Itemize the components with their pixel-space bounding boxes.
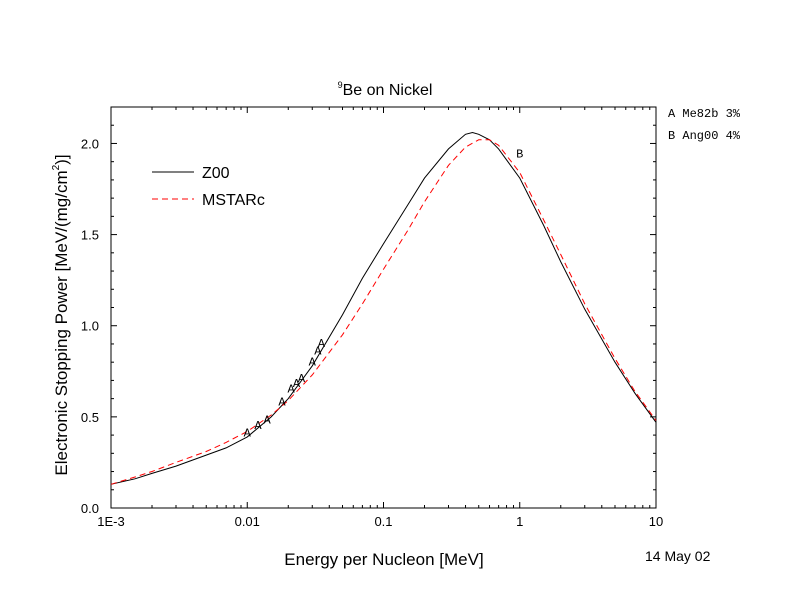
data-marker-a: A [244, 426, 252, 440]
legend-label-z00: Z00 [202, 165, 230, 182]
data-marker-b: B [516, 148, 523, 162]
y-axis-label-sup: 2 [51, 164, 62, 170]
x-tick-label: 0.01 [235, 514, 260, 529]
axis-ticks [110, 106, 657, 509]
reference-key-a: A Me82b 3% [668, 107, 741, 121]
data-marker-a: A [293, 377, 301, 391]
y-axis-label-pre: Electronic Stopping Power [MeV/(mg/cm [52, 170, 71, 475]
y-axis-label-post: )] [52, 154, 71, 164]
y-tick-labels: 0.0 0.5 1.0 1.5 2.0 [81, 136, 99, 516]
y-tick-label: 1.0 [81, 319, 99, 334]
series-line-mstarc [110, 139, 657, 485]
legend-label-mstarc: MSTARc [202, 192, 265, 209]
data-marker-a: A [309, 355, 317, 369]
data-marker-a: A [288, 383, 296, 397]
x-tick-label: 1 [516, 514, 523, 529]
y-tick-label: 0.5 [81, 410, 99, 425]
y-tick-label: 2.0 [81, 136, 99, 151]
y-tick-label: 1.5 [81, 228, 99, 243]
x-axis-label: Energy per Nucleon [MeV] [284, 550, 483, 569]
data-marker-a: A [254, 419, 262, 433]
chart-title: 9Be on Nickel [338, 80, 433, 99]
date-stamp: 14 May 02 [645, 548, 711, 564]
title-superscript: 9 [338, 80, 343, 90]
x-tick-label: 0.1 [374, 514, 392, 529]
x-tick-labels: 1E-3 0.01 0.1 1 10 [97, 514, 663, 529]
data-marker-a: A [318, 337, 326, 351]
y-axis-label: Electronic Stopping Power [MeV/(mg/cm2)] [51, 154, 71, 475]
y-tick-label: 0.0 [81, 501, 99, 516]
legend: Z00 MSTARc [152, 165, 265, 209]
title-text: Be on Nickel [343, 82, 433, 99]
x-tick-label: 1E-3 [97, 514, 124, 529]
data-marker-a: A [278, 395, 286, 409]
series-lines [110, 131, 657, 485]
reference-key-b: B Ang00 4% [668, 129, 741, 143]
data-marker-a: A [298, 372, 306, 386]
data-marker-a: A [314, 344, 322, 358]
data-marker-a: A [264, 414, 272, 428]
plot-frame [110, 106, 657, 509]
x-tick-label: 10 [649, 514, 663, 529]
series-line-z00 [110, 131, 657, 485]
